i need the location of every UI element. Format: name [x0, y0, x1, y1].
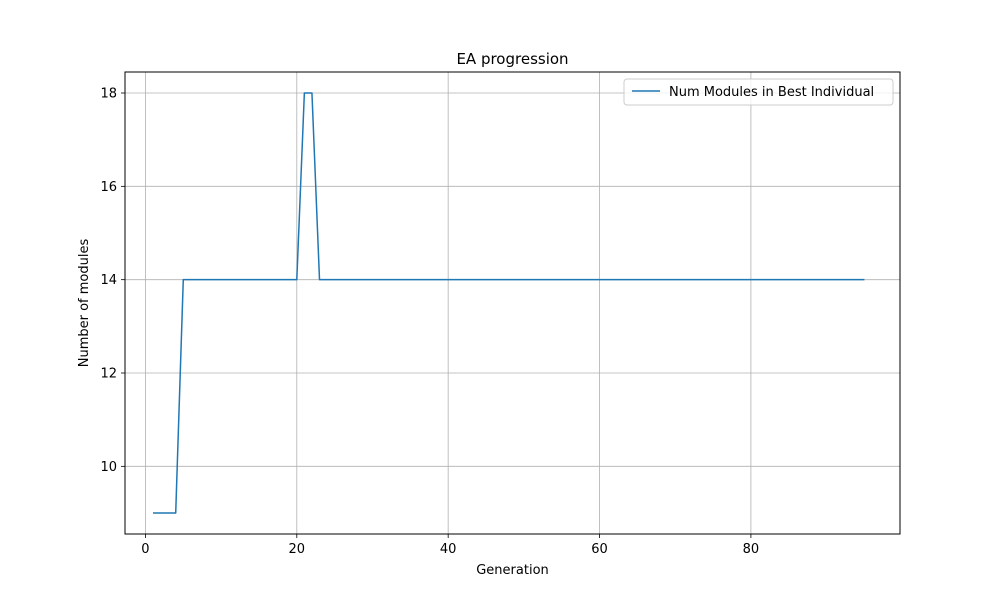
x-axis-label: Generation [476, 563, 549, 578]
chart-title: EA progression [456, 50, 568, 68]
x-tick-label: 80 [743, 542, 760, 557]
y-tick-label: 12 [100, 367, 117, 382]
legend-entry-label: Num Modules in Best Individual [669, 85, 874, 100]
y-axis-ticks: 10 12 14 16 18 [100, 87, 125, 475]
series-layer [153, 92, 865, 514]
x-tick-label: 60 [591, 542, 608, 557]
x-tick-label: 0 [141, 542, 149, 557]
x-tick-label: 20 [289, 542, 306, 557]
legend-frame [623, 78, 894, 106]
plot-area-frame [124, 71, 901, 535]
x-tick-label: 40 [440, 542, 457, 557]
y-tick-label: 16 [100, 180, 117, 195]
series-line-num-modules [153, 92, 865, 514]
y-tick-label: 18 [100, 87, 117, 102]
y-axis-label: Number of modules [77, 239, 92, 368]
y-tick-label: 10 [100, 460, 117, 475]
legend: Num Modules in Best Individual [623, 78, 894, 106]
y-tick-label: 14 [100, 273, 117, 288]
x-axis-ticks: 0 20 40 60 80 [141, 534, 759, 557]
